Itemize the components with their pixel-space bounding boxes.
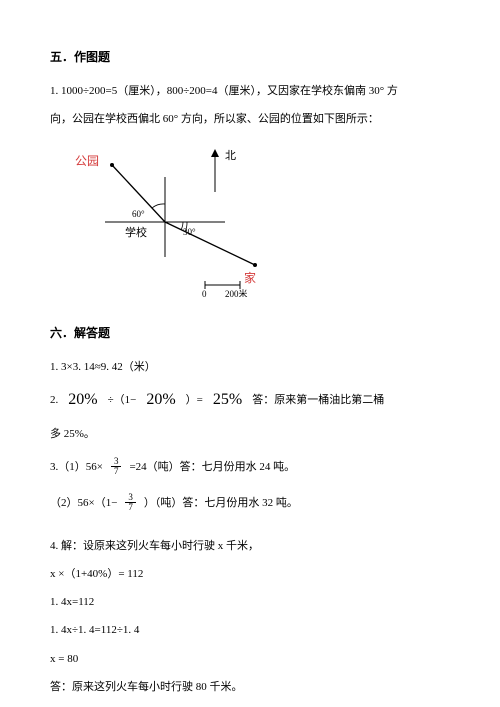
q2-line2: 多 25%。	[50, 422, 450, 446]
school-label: 学校	[125, 225, 147, 239]
home-label: 家	[244, 270, 256, 285]
q3-2-suffix: ）（吨）答：七月份用水 32 吨。	[144, 492, 298, 514]
q3-1: 3.（1）56× 3 7 =24（吨）答：七月份用水 24 吨。	[50, 456, 450, 478]
q3-1-suffix: =24（吨）答：七月份用水 24 吨。	[129, 456, 295, 478]
section-5-title: 五．作图题	[50, 48, 450, 65]
q2-p2: 20%	[140, 384, 181, 416]
q2-p1: 20%	[62, 384, 103, 416]
q3-1-prefix: 3.（1）56×	[50, 456, 103, 478]
q2-ans: 答：原来第一桶油比第二桶	[252, 389, 384, 411]
angle30-label: 30°	[183, 227, 196, 237]
angle60-label: 60°	[132, 209, 145, 219]
diagram: 北 公园 家 60° 30° 学校 0 200米	[70, 137, 450, 302]
q2: 2. 20% ÷（1− 20% ）= 25% 答：原来第一桶油比第二桶	[50, 384, 450, 416]
q2-op2: ）=	[186, 389, 203, 411]
scale-200: 200米	[225, 288, 248, 297]
q4-l1: 4. 解：设原来这列火车每小时行驶 x 千米，	[50, 534, 450, 558]
q2-prefix: 2.	[50, 389, 58, 411]
q4-l4: 1. 4x÷1. 4=112÷1. 4	[50, 618, 450, 642]
q2-op1: ÷（1−	[108, 389, 137, 411]
scale-0: 0	[202, 289, 207, 297]
s5-line1: 1. 1000÷200=5（厘米），800÷200=4（厘米），又因家在学校东偏…	[50, 79, 450, 103]
q4-l6: 答：原来这列火车每小时行驶 80 千米。	[50, 675, 450, 699]
q4-l5: x = 80	[50, 647, 450, 671]
q3-2: （2）56×（1− 3 7 ）（吨）答：七月份用水 32 吨。	[50, 492, 450, 514]
north-label: 北	[225, 149, 236, 162]
park-label: 公园	[75, 154, 99, 168]
fraction-3-7: 3 7	[111, 457, 122, 477]
fraction-3-7-b: 3 7	[125, 493, 136, 513]
section-6-title: 六．解答题	[50, 324, 450, 341]
s5-line2: 向，公园在学校西偏北 60° 方向，所以家、公园的位置如下图所示：	[50, 107, 450, 131]
q1: 1. 3×3. 14≈9. 42（米）	[50, 355, 450, 379]
q4-l2: x ×（1+40%）= 112	[50, 562, 450, 586]
frac-den-b: 7	[125, 503, 136, 512]
frac-den: 7	[111, 467, 122, 476]
q4-l3: 1. 4x=112	[50, 590, 450, 614]
q3-2-prefix: （2）56×（1−	[50, 492, 117, 514]
q2-p3: 25%	[207, 384, 248, 416]
